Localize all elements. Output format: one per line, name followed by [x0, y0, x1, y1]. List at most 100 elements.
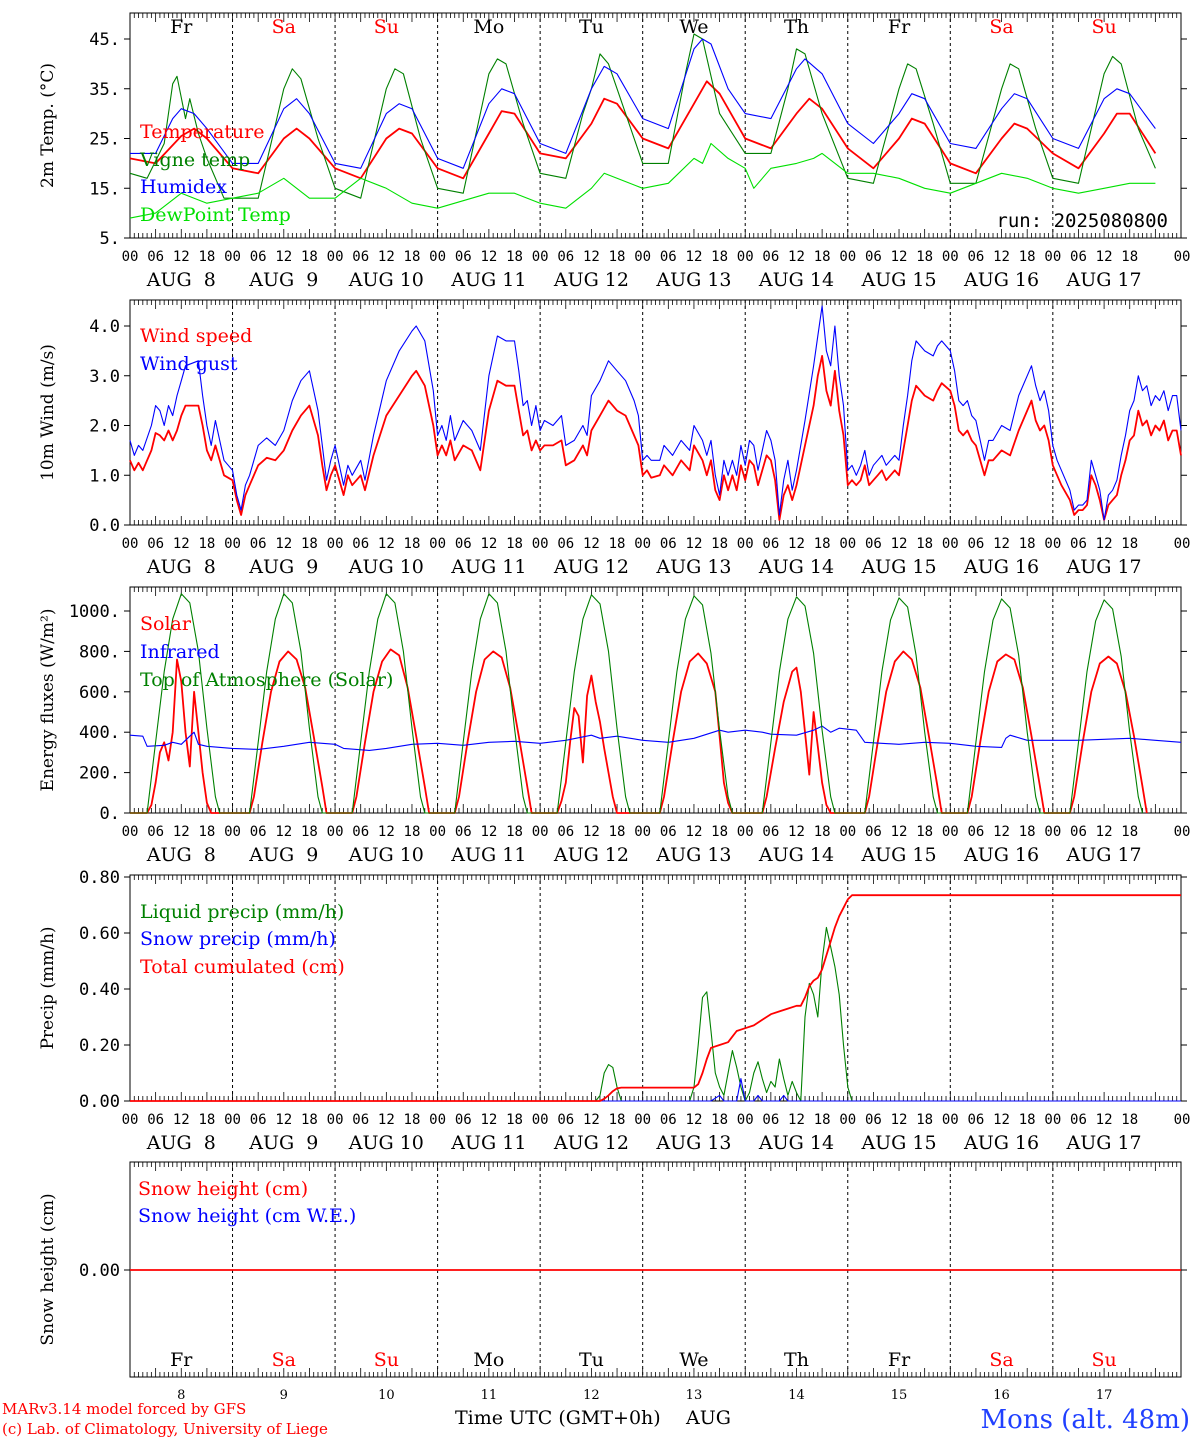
date-label: AUG 10 [348, 269, 424, 291]
series-line [129, 33, 1156, 199]
weekday-label: Sa [272, 16, 296, 38]
hour-label: 00 [942, 536, 959, 552]
weekday-label: Mo [473, 1349, 504, 1371]
hour-label: 18 [916, 249, 933, 265]
hour-label: 12 [788, 1112, 805, 1128]
date-label: AUG 14 [758, 269, 834, 291]
day-number: 13 [686, 1388, 703, 1403]
hour-label: 12 [993, 824, 1010, 840]
date-label: AUG 15 [860, 1132, 936, 1154]
weekday-label: Sa [272, 1349, 296, 1371]
hour-label: 06 [1070, 824, 1087, 840]
series-line [130, 926, 1181, 1102]
date-label: AUG 16 [963, 269, 1039, 291]
hour-label: 18 [916, 536, 933, 552]
date-label: AUG 8 [146, 1132, 216, 1154]
hour-label: 00 [327, 249, 344, 265]
hour-label: 00 [327, 824, 344, 840]
weekday-label: We [679, 16, 708, 38]
hour-label: 12 [275, 536, 292, 552]
hour-label: 06 [455, 536, 472, 552]
hour-label: 18 [198, 1112, 215, 1128]
hour-label: 00 [634, 824, 651, 840]
hour-label: 00 [1174, 536, 1191, 552]
y-tick-label: 1.0 [89, 466, 120, 486]
hour-label: 18 [506, 536, 523, 552]
series-line [130, 648, 1148, 814]
hour-label: 06 [250, 536, 267, 552]
weekday-label: Fr [170, 1349, 193, 1371]
hour-label: 06 [865, 1112, 882, 1128]
hour-label: 06 [250, 249, 267, 265]
hour-label: 06 [660, 824, 677, 840]
weekday-label: Fr [888, 16, 911, 38]
hour-label: 18 [711, 536, 728, 552]
hour-label: 00 [122, 536, 139, 552]
hour-label: 12 [891, 536, 908, 552]
hour-label: 12 [788, 249, 805, 265]
x-ticks [129, 300, 1182, 525]
hour-label: 12 [788, 824, 805, 840]
series-line [129, 725, 1182, 751]
date-label: AUG 8 [146, 844, 216, 866]
hour-labels: 00 06 12 18 00 06 12 18 00 06 12 18 00 06 12 18 00 06 12 18… [122, 249, 1191, 265]
hour-label: 12 [378, 536, 395, 552]
legend-entry: Snow height (cm) [138, 1178, 308, 1200]
hour-label: 18 [1121, 249, 1138, 265]
hour-label: 12 [891, 249, 908, 265]
hour-label: 18 [711, 249, 728, 265]
hour-label: 00 [429, 536, 446, 552]
hour-label: 18 [1121, 824, 1138, 840]
hour-label: 06 [1070, 1112, 1087, 1128]
hour-label: 18 [814, 1112, 831, 1128]
series-line [130, 38, 1156, 169]
date-label: AUG 16 [963, 1132, 1039, 1154]
series-line [129, 354, 1182, 521]
y-tick-label: 0.00 [79, 1092, 120, 1112]
date-label: AUG 11 [450, 1132, 526, 1154]
hour-label: 18 [301, 536, 318, 552]
hour-label: 06 [1070, 536, 1087, 552]
hour-label: 00 [839, 824, 856, 840]
y-tick-label: 0.20 [79, 1036, 120, 1056]
hour-label: 12 [173, 536, 190, 552]
hour-label: 18 [814, 536, 831, 552]
series-line [129, 305, 1182, 521]
date-label: AUG 9 [248, 556, 318, 578]
hour-label: 12 [480, 1112, 497, 1128]
hour-label: 18 [198, 824, 215, 840]
y-tick-label: 5. [100, 229, 120, 249]
hour-label: 00 [737, 249, 754, 265]
legend-entry: Snow height (cm W.E.) [138, 1205, 356, 1227]
hour-label: 18 [506, 824, 523, 840]
hour-label: 00 [429, 824, 446, 840]
hour-label: 12 [1096, 1112, 1113, 1128]
date-label: AUG 8 [146, 556, 216, 578]
hour-label: 06 [455, 249, 472, 265]
hour-label: 00 [429, 1112, 446, 1128]
y-tick-label: 0.0 [89, 516, 120, 536]
hour-label: 12 [891, 1112, 908, 1128]
date-label: AUG 14 [758, 556, 834, 578]
date-label: AUG 12 [553, 269, 629, 291]
hour-label: 06 [660, 1112, 677, 1128]
hour-label: 12 [993, 536, 1010, 552]
hour-label: 06 [147, 824, 164, 840]
hour-label: 00 [122, 1112, 139, 1128]
weekday-label: Su [1091, 1349, 1116, 1371]
hour-label: 12 [275, 249, 292, 265]
legend-entry: Vigne temp [139, 149, 250, 171]
y-tick-label: 600. [79, 683, 120, 703]
y-tick-label: 4.0 [89, 317, 120, 337]
hour-label: 00 [942, 1112, 959, 1128]
x-ticks [129, 1162, 1182, 1377]
date-label: AUG 16 [963, 844, 1039, 866]
y-tick-label: 0.40 [79, 980, 120, 1000]
legend-entry: Infrared [140, 641, 220, 663]
hour-label: 18 [609, 249, 626, 265]
hour-label: 06 [865, 536, 882, 552]
hour-label: 12 [1096, 536, 1113, 552]
date-label: AUG 16 [963, 556, 1039, 578]
date-label: AUG 15 [860, 269, 936, 291]
